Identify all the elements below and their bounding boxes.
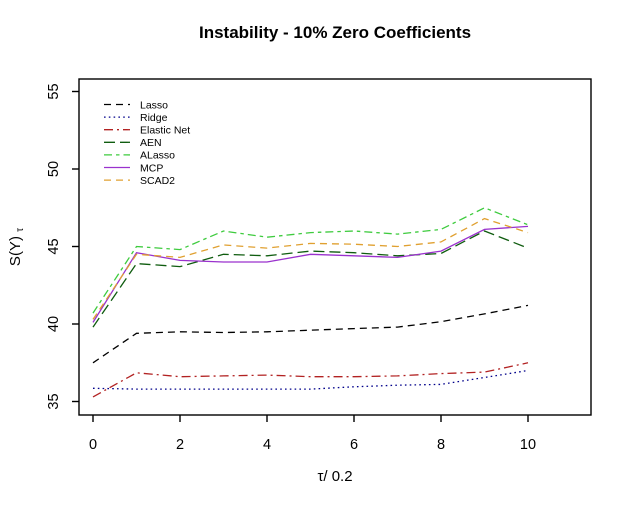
x-tick-label: 0 [89,437,97,453]
series-line-scad2 [92,217,529,320]
x-axis-label: τ/ 0.2 [317,468,352,485]
series-line-ridge [92,369,529,390]
series-line-alasso [92,207,529,314]
series-line-mcp [92,225,529,323]
legend-label-alasso: ALasso [140,150,175,162]
legend-label-mcp: MCP [140,162,163,174]
x-tick-label: 2 [176,437,184,453]
legend-label-elastic-net: Elastic Net [140,125,190,137]
x-tick-label: 8 [437,437,445,453]
y-tick-label: 55 [46,83,62,99]
series-line-lasso [92,304,529,364]
series-line-aen [92,230,529,328]
y-axis-label-base: S(Y) [7,236,24,266]
y-axis-label: S(Y) τ [7,228,26,266]
y-tick-label: 45 [46,238,62,254]
y-tick-label: 35 [46,393,62,409]
legend-label-aen: AEN [140,137,162,149]
y-tick-label: 40 [46,316,62,332]
legend-label-ridge: Ridge [140,112,168,124]
series-line-elastic-net [92,362,529,398]
x-tick-label: 6 [350,437,358,453]
x-tick-label: 10 [520,437,536,453]
legend-label-scad2: SCAD2 [140,175,175,187]
axis-ticks-layer: 35 40 45 50 55 0 2 4 6 8 10 [46,83,536,453]
series-layer [92,207,529,398]
x-tick-label: 4 [263,437,271,453]
y-axis-label-subscript: τ [15,228,26,232]
y-tick-label: 50 [46,161,62,177]
legend-label-lasso: Lasso [140,99,168,111]
chart-title: Instability - 10% Zero Coefficients [199,23,471,42]
